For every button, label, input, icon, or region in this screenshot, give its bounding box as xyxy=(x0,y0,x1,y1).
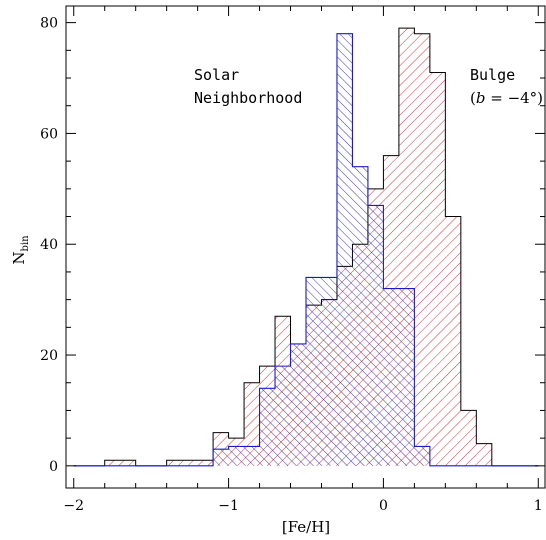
x-axis-label: [Fe/H] xyxy=(282,518,330,536)
solar-label-line1: Solar xyxy=(194,66,239,84)
solar-bin-bar xyxy=(352,166,368,466)
bulge-bin-bar xyxy=(244,382,260,466)
y-axis-label-n: N xyxy=(10,251,28,264)
y-tick-label: 40 xyxy=(40,237,58,253)
y-tick-label: 0 xyxy=(49,459,58,475)
bulge-paren: ( xyxy=(470,89,476,107)
bulge-label-line1: Bulge xyxy=(470,66,515,84)
y-tick-label: 80 xyxy=(40,16,58,32)
solar-bin-bar xyxy=(306,277,337,466)
bulge-latitude: = −4°) xyxy=(485,89,543,107)
bulge-bin-bar xyxy=(166,460,183,466)
y-axis-label-main: Nbin xyxy=(10,235,31,265)
bulge-b-symbol: b xyxy=(476,89,486,107)
x-tick-label: 1 xyxy=(534,498,543,514)
y-axis-label-subscript: bin xyxy=(20,235,31,252)
y-tick-label: 20 xyxy=(40,348,58,364)
bulge-bin-bar xyxy=(460,410,477,466)
x-tick-label: −2 xyxy=(63,498,84,514)
solar-bin-bar xyxy=(213,449,229,466)
solar-bin-bar xyxy=(290,343,306,466)
solar-label-line2: Neighborhood xyxy=(194,89,302,107)
bulge-bin-bar xyxy=(476,443,492,466)
bulge-bin-bar xyxy=(429,72,446,466)
x-tick-label: −1 xyxy=(218,498,239,514)
bulge-bin-bar xyxy=(445,216,461,466)
solar-bin-bar xyxy=(367,205,384,466)
histogram-bars xyxy=(73,27,539,467)
bulge-bin-bar xyxy=(104,460,136,466)
solar-bin-bar xyxy=(259,388,276,466)
solar-bin-bar xyxy=(228,446,260,466)
bulge-label-line2: (b = −4°) xyxy=(470,89,543,107)
solar-bin-bar xyxy=(414,446,430,466)
bulge-bin-bar xyxy=(182,460,214,466)
solar-bin-bar xyxy=(383,288,415,466)
x-tick-label: 0 xyxy=(379,498,388,514)
y-axis-label: Nbin xyxy=(10,235,31,265)
bulge-bin-bar xyxy=(414,33,430,466)
solar-bin-bar xyxy=(275,366,291,466)
solar-bin-bar xyxy=(336,33,353,466)
plot-border xyxy=(65,5,546,489)
solar-histogram-outline xyxy=(73,33,539,467)
y-tick-label: 60 xyxy=(40,126,58,142)
